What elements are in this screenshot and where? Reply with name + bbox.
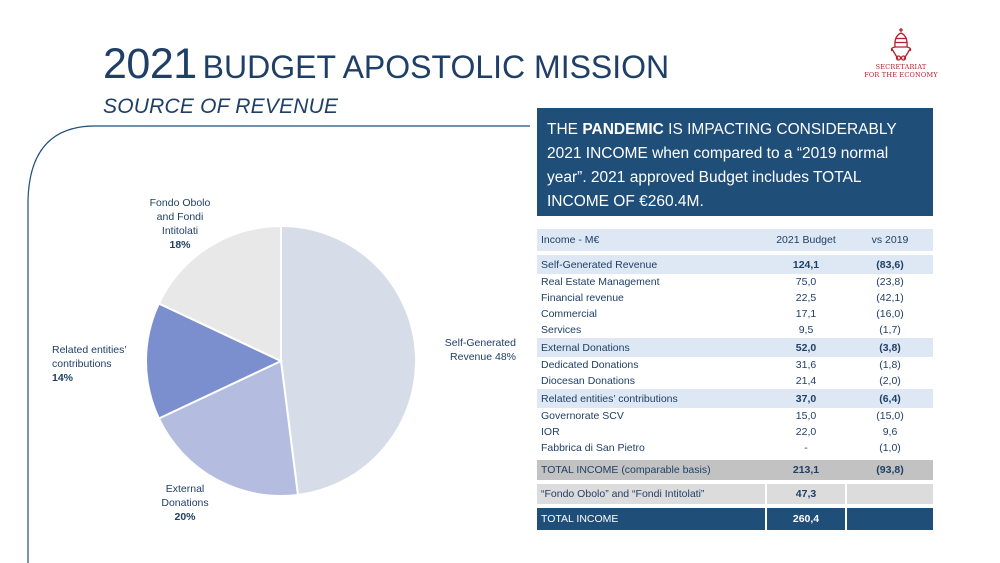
revenue-pie-chart [145,224,417,497]
row-label: Dedicated Donations [541,359,639,371]
table-row: Related entities’ contributions 37,0 (6,4) [537,389,933,408]
row-label: Governorate SCV [541,410,624,422]
papal-tiara-icon [890,28,912,61]
table-row: Self-Generated Revenue 124,1 (83,6) [537,255,933,274]
row-budget: 22,5 [795,292,817,304]
secretariat-logo: SECRETARIAT FOR THE ECONOMY [856,27,946,79]
callout-highlight: PANDEMIC [582,121,664,138]
row-budget: 213,1 [792,464,820,476]
table-row: Financial revenue 22,5 (42,1) [537,290,933,306]
row-vs2019: (23,8) [876,276,904,288]
row-label: Services [541,324,582,336]
row-vs2019: (1,0) [879,442,901,454]
pie-label-external: External Donations 20% [161,483,209,523]
logo-line-1: SECRETARIAT [875,63,927,71]
table-row: Fabbrica di San Pietro - (1,0) [537,440,933,456]
table-header-row: Income - M€ 2021 Budget vs 2019 [537,229,933,251]
callout-prefix: THE [547,121,583,138]
pie-label-self-generated: Self-Generated Revenue 48% [444,337,516,363]
table-row: Real Estate Management 75,0 (23,8) [537,274,933,290]
logo-line-2: FOR THE ECONOMY [864,71,938,79]
row-budget: 21,4 [795,375,817,387]
income-table: Income - M€ 2021 Budget vs 2019 Self-Gen… [537,229,933,530]
row-label: “Fondo Obolo” and “Fondi Intitolati” [541,488,705,500]
row-label: TOTAL INCOME (comparable basis) [541,464,711,476]
title-year: 2021 [103,40,197,88]
row-budget: - [804,442,808,454]
title-text: BUDGET APOSTOLIC MISSION [202,49,670,85]
page-title: 2021 BUDGET APOSTOLIC MISSION [103,40,669,89]
table-row: “Fondo Obolo” and “Fondi Intitolati” 47,3 [537,484,933,504]
pie-label-fondo: Fondo Obolo and Fondi Intitolati 18% [149,197,211,251]
row-vs2019: (42,1) [876,292,904,304]
table-row: Diocesan Donations 21,4 (2,0) [537,373,933,389]
table-row: Commercial 17,1 (16,0) [537,306,933,322]
row-budget: 75,0 [795,276,817,288]
page-subtitle: SOURCE OF REVENUE [103,95,339,118]
row-vs2019: (93,8) [876,464,904,476]
row-budget: 22,0 [795,426,817,438]
table-row: TOTAL INCOME 260,4 [537,508,933,530]
row-vs2019: (83,6) [876,258,904,271]
row-budget: 15,0 [795,410,817,422]
row-vs2019: (2,0) [879,375,901,387]
row-label: IOR [541,426,560,438]
row-label: External Donations [541,341,630,354]
row-label: Related entities’ contributions [541,392,678,405]
header-budget: 2021 Budget [776,234,836,246]
pie-slice-0 [280,224,417,497]
row-label: Diocesan Donations [541,375,635,387]
row-label: Financial revenue [541,292,624,304]
pie-slice-2 [145,302,284,420]
table-row: Services 9,5 (1,7) [537,322,933,338]
row-vs2019: 9,6 [882,426,898,438]
table-row: TOTAL INCOME (comparable basis) 213,1 (93,… [537,460,933,480]
row-label: Real Estate Management [541,276,660,288]
table-row: Governorate SCV 15,0 (15,0) [537,408,933,424]
row-label: Self-Generated Revenue [541,258,658,271]
row-vs2019: (6,4) [879,392,901,405]
pie-label-related: Related entities’ contributions 14% [52,344,127,384]
pie-slice-1 [157,359,300,497]
pie-slice-3 [157,224,282,363]
table-row: External Donations 52,0 (3,8) [537,338,933,357]
row-budget: 31,6 [795,359,817,371]
row-budget: 37,0 [795,392,817,405]
header-income: Income - M€ [541,234,600,246]
row-budget: 47,3 [765,484,847,504]
row-label: Fabbrica di San Pietro [541,442,645,454]
row-vs2019: (15,0) [876,410,904,422]
pandemic-callout: THE PANDEMIC IS IMPACTING CONSIDERABLY 2… [537,108,933,216]
callout-text: IS IMPACTING CONSIDERABLY 2021 INCOME wh… [547,121,897,210]
row-vs2019: (1,7) [879,324,901,336]
row-budget: 9,5 [798,324,814,336]
row-budget: 52,0 [795,341,817,354]
row-label: TOTAL INCOME [541,513,619,525]
row-budget: 124,1 [792,258,820,271]
row-vs2019: (3,8) [879,341,901,354]
row-budget: 17,1 [795,308,817,320]
row-vs2019: (1,8) [879,359,901,371]
row-label: Commercial [541,308,598,320]
table-row: Dedicated Donations 31,6 (1,8) [537,357,933,373]
row-budget: 260,4 [765,508,847,530]
header-vs2019: vs 2019 [871,234,909,246]
table-row: IOR 22,0 9,6 [537,424,933,440]
row-vs2019: (16,0) [876,308,904,320]
